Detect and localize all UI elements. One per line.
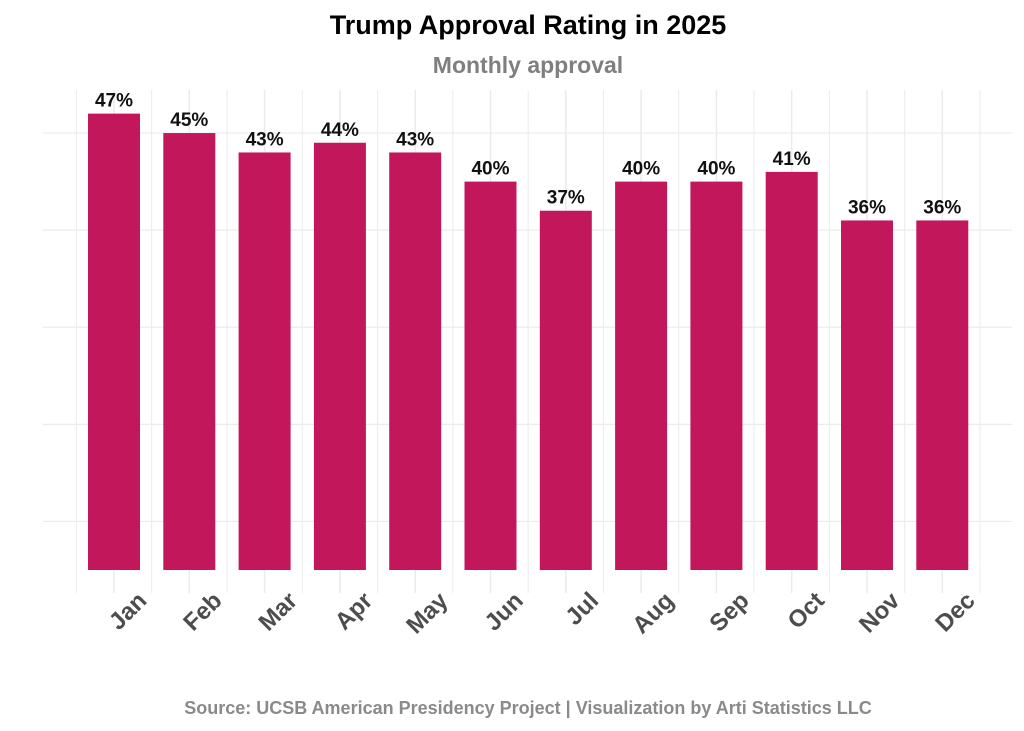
bars — [88, 113, 969, 571]
bar-mar — [238, 152, 291, 570]
bar-jun — [464, 181, 517, 570]
data-label: 36% — [923, 197, 961, 218]
data-label: 47% — [95, 91, 133, 112]
data-label: 40% — [622, 159, 660, 180]
chart-caption: Source: UCSB American Presidency Project… — [184, 698, 872, 718]
bar-oct — [765, 171, 818, 570]
x-tick-label: Jul — [560, 587, 604, 631]
x-axis-ticks: Jan Feb Mar Apr May Jun Jul Aug Sep Oct Nov Dec — [104, 587, 981, 640]
data-label: 40% — [471, 159, 509, 180]
x-tick-label: Jun — [479, 587, 528, 636]
bar-feb — [163, 133, 216, 571]
data-label: 44% — [321, 120, 359, 141]
x-tick-label: Feb — [178, 587, 227, 636]
x-tick-label: Mar — [254, 587, 303, 636]
x-tick-label: Oct — [783, 587, 830, 634]
data-label: 37% — [547, 188, 585, 209]
x-tick-label: Jan — [104, 587, 152, 635]
bar-jul — [539, 210, 592, 571]
chart-title: Trump Approval Rating in 2025 — [330, 10, 727, 40]
x-tick-label: Aug — [627, 587, 679, 639]
bar-dec — [916, 220, 969, 570]
bar-may — [389, 152, 442, 570]
chart-subtitle: Monthly approval — [433, 52, 623, 78]
x-tick-label: May — [401, 587, 454, 640]
bar-apr — [313, 142, 366, 570]
x-tick-label: Apr — [330, 587, 378, 635]
x-tick-label: Nov — [854, 587, 906, 639]
bar-jan — [88, 113, 140, 570]
data-label: 41% — [773, 149, 811, 170]
data-label: 40% — [697, 159, 735, 180]
bar-aug — [615, 181, 668, 570]
data-label: 43% — [246, 129, 284, 150]
bar-nov — [841, 220, 893, 570]
x-tick-label: Sep — [704, 587, 754, 637]
data-label: 43% — [396, 129, 434, 150]
bar-sep — [690, 181, 743, 570]
data-label: 36% — [848, 197, 886, 218]
data-labels: 47% 45% 43% 44% 43% 40% 37% 40% 40% 41% 36% 36% — [95, 91, 961, 219]
x-tick-label: Dec — [930, 587, 980, 637]
data-label: 45% — [170, 110, 208, 131]
